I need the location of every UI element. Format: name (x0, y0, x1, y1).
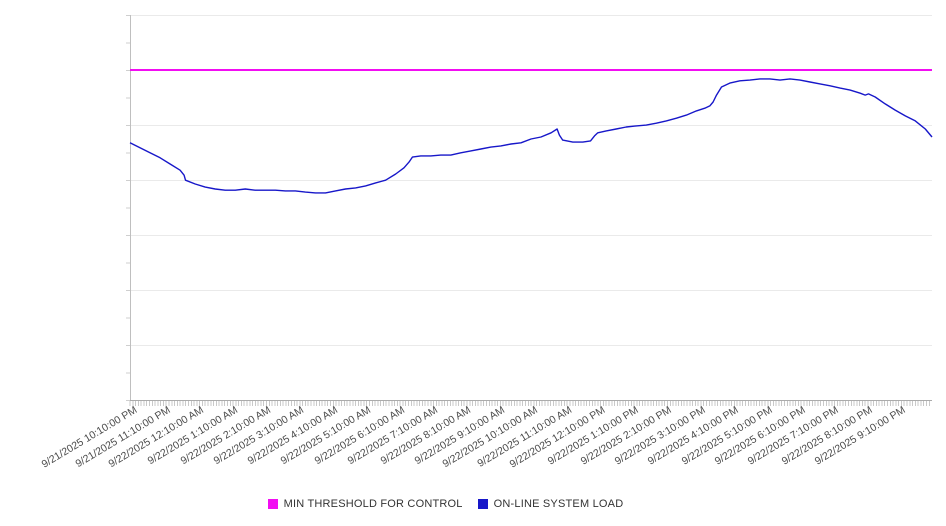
x-axis-label: 9/22/2025 1:10:00 PM (545, 404, 641, 468)
x-axis-label: 9/22/2025 10:10:00 AM (440, 404, 541, 471)
x-axis-label: 9/22/2025 3:10:00 AM (212, 404, 307, 468)
legend: MIN THRESHOLD FOR CONTROL ON-LINE SYSTEM… (0, 498, 946, 510)
x-axis-label: 9/21/2025 10:10:00 PM (39, 404, 140, 471)
x-axis-label: 9/22/2025 7:10:00 PM (746, 404, 842, 468)
plot-area (126, 15, 933, 406)
x-axis-label: 9/22/2025 4:10:00 AM (245, 404, 340, 468)
legend-item-system-load[interactable]: ON-LINE SYSTEM LOAD (477, 498, 624, 510)
x-axis-label: 9/22/2025 8:10:00 PM (779, 404, 875, 468)
blue-square-icon (477, 499, 488, 509)
magenta-square-icon (267, 499, 278, 509)
x-axis-label: 9/22/2025 11:10:00 AM (475, 404, 574, 470)
legend-item-min-threshold[interactable]: MIN THRESHOLD FOR CONTROL (267, 498, 463, 510)
x-axis-label: 9/22/2025 5:10:00 AM (278, 404, 374, 468)
x-axis-label: 9/22/2025 1:10:00 AM (145, 404, 240, 468)
x-axis-label: 9/22/2025 2:10:00 AM (178, 404, 273, 468)
x-axis-label: 9/22/2025 9:10:00 AM (412, 404, 507, 468)
x-axis-label: 9/22/2025 6:10:00 AM (312, 404, 407, 468)
x-axis-label: 9/22/2025 9:10:00 PM (813, 404, 908, 468)
x-axis-label: 9/22/2025 7:10:00 AM (345, 404, 440, 468)
x-axis-label: 9/22/2025 2:10:00 PM (579, 404, 674, 468)
x-axis-label: 9/22/2025 6:10:00 PM (712, 404, 808, 468)
x-axis-label: 9/22/2025 12:10:00 PM (507, 404, 608, 471)
legend-label-system-load: ON-LINE SYSTEM LOAD (493, 498, 624, 510)
x-axis-label: 9/22/2025 5:10:00 PM (679, 404, 775, 468)
legend-label-min-threshold: MIN THRESHOLD FOR CONTROL (283, 498, 463, 510)
x-axis-label: 9/22/2025 8:10:00 AM (379, 404, 474, 468)
x-axis-label: 9/22/2025 12:10:00 AM (106, 404, 207, 471)
x-axis-label: 9/21/2025 11:10:00 PM (73, 404, 173, 471)
system-load-line (129, 78, 933, 194)
x-axis-label: 9/22/2025 3:10:00 PM (612, 404, 708, 468)
x-axis-label: 9/22/2025 4:10:00 PM (645, 404, 741, 468)
